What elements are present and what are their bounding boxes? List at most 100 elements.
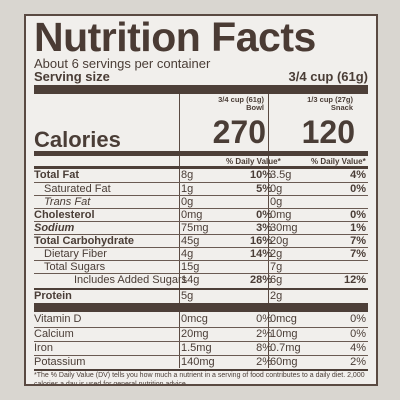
divider-dv bbox=[34, 166, 368, 169]
amount-col2: 3.5g bbox=[270, 169, 292, 181]
calories-col2: 120 bbox=[301, 114, 355, 150]
amount-col1: 15g bbox=[181, 261, 200, 273]
dv-col1: 14% bbox=[249, 248, 272, 260]
row-potassium: Potassium 140mg 2% 60mg 2% bbox=[34, 355, 368, 369]
row-trans-fat: Trans Fat 0g 0g bbox=[34, 195, 368, 209]
dv-col2: 12% bbox=[343, 274, 366, 286]
row-protein: Protein 5g 2g bbox=[34, 288, 368, 303]
amount-col2: 20g bbox=[270, 235, 289, 247]
amount-col2: 0.7mg bbox=[270, 342, 301, 354]
amount-col2: 60mg bbox=[270, 356, 298, 368]
column-divider-2 bbox=[268, 94, 269, 368]
divider-footnote bbox=[34, 369, 368, 371]
dv-col2: 0% bbox=[350, 313, 366, 325]
dv-col2: 2% bbox=[350, 356, 366, 368]
amount-col1: 0mcg bbox=[181, 313, 208, 325]
dv-col2: 0% bbox=[350, 328, 366, 340]
column-divider-1 bbox=[179, 94, 180, 368]
row-iron: Iron 1.5mg 8% 0.7mg 4% bbox=[34, 341, 368, 355]
nutrient-name: Cholesterol bbox=[34, 209, 95, 221]
amount-col1: 1g bbox=[181, 183, 194, 195]
row-cholesterol: Cholesterol 0mg 0% 0mg 0% bbox=[34, 208, 368, 222]
dv-col1: 2% bbox=[256, 356, 272, 368]
row-total-fat: Total Fat 8g 10% 3.5g 4% bbox=[34, 169, 368, 182]
amount-col1: 45g bbox=[181, 235, 200, 247]
row-saturated-fat: Saturated Fat 1g 5% 0g 0% bbox=[34, 182, 368, 196]
amount-col1: 5g bbox=[181, 290, 194, 302]
dv-header-col2: % Daily Value* bbox=[311, 157, 366, 166]
col1-header-size: 3/4 cup (61g) bbox=[218, 95, 264, 104]
row-total-sugars: Total Sugars 15g 7g bbox=[34, 260, 368, 274]
col2-header-name: Snack bbox=[330, 103, 353, 112]
amount-col1: 8g bbox=[181, 169, 194, 181]
serving-size-label: Serving size bbox=[34, 69, 110, 84]
serving-size-value: 3/4 cup (61g) bbox=[288, 69, 368, 84]
nutrient-name: Vitamin D bbox=[34, 313, 82, 325]
divider-thick-top bbox=[34, 85, 368, 94]
amount-col1: 75mg bbox=[181, 222, 209, 234]
nutrient-name: Saturated Fat bbox=[44, 183, 111, 195]
amount-col1: 140mg bbox=[181, 356, 215, 368]
row-dietary-fiber: Dietary Fiber 4g 14% 2g 7% bbox=[34, 247, 368, 261]
amount-col2: 30mg bbox=[270, 222, 298, 234]
row-sodium: Sodium 75mg 3% 30mg 1% bbox=[34, 221, 368, 235]
dv-col2: 0% bbox=[350, 209, 366, 221]
nutrient-name: Protein bbox=[34, 290, 72, 302]
nutrient-name: Iron bbox=[34, 342, 53, 354]
nutrient-name: Total Carbohydrate bbox=[34, 235, 135, 247]
dv-col1: 5% bbox=[256, 183, 272, 195]
dv-col1: 16% bbox=[249, 235, 272, 247]
amount-col2: 2g bbox=[270, 290, 283, 302]
nutrient-name: Sodium bbox=[34, 222, 75, 234]
footnote: *The % Daily Value (DV) tells you how mu… bbox=[34, 372, 365, 386]
amount-col2: 0g bbox=[270, 183, 283, 195]
nutrient-name: Calcium bbox=[34, 328, 74, 340]
row-added-sugars: Includes Added Sugars 14g 28% 6g 12% bbox=[34, 273, 368, 287]
divider-thick-vitamins bbox=[34, 303, 368, 312]
row-total-carbohydrate: Total Carbohydrate 45g 16% 20g 7% bbox=[34, 234, 368, 248]
dv-col2: 0% bbox=[350, 183, 366, 195]
nutrition-facts-label: Nutrition Facts About 6 servings per con… bbox=[24, 14, 378, 386]
amount-col1: 20mg bbox=[181, 328, 209, 340]
row-vitamin-d: Vitamin D 0mcg 0% 0mcg 0% bbox=[34, 313, 368, 326]
nutrient-name: Total Sugars bbox=[44, 261, 106, 273]
col2-header: 1/3 cup (27g) Snack bbox=[271, 96, 353, 112]
row-calcium: Calcium 20mg 2% 10mg 0% bbox=[34, 327, 368, 341]
amount-col2: 6g bbox=[270, 274, 283, 286]
nutrient-name: Trans Fat bbox=[44, 196, 91, 208]
servings-per-container: About 6 servings per container bbox=[34, 56, 211, 71]
amount-col2: 10mg bbox=[270, 328, 298, 340]
dv-header-col1: % Daily Value* bbox=[226, 157, 281, 166]
amount-col1: 4g bbox=[181, 248, 194, 260]
dv-col2: 7% bbox=[350, 235, 366, 247]
dv-col1: 3% bbox=[256, 222, 272, 234]
col2-header-size: 1/3 cup (27g) bbox=[307, 95, 353, 104]
amount-col2: 0g bbox=[270, 196, 283, 208]
nutrient-name: Total Fat bbox=[34, 169, 80, 181]
amount-col2: 7g bbox=[270, 261, 283, 273]
amount-col2: 0mg bbox=[270, 209, 292, 221]
dv-col2: 4% bbox=[350, 169, 366, 181]
dv-col2: 7% bbox=[350, 248, 366, 260]
dv-col1: 0% bbox=[256, 209, 272, 221]
amount-col1: 1.5mg bbox=[181, 342, 212, 354]
dv-col1: 10% bbox=[249, 169, 272, 181]
dv-col2: 1% bbox=[350, 222, 366, 234]
calories-label: Calories bbox=[34, 127, 121, 152]
label-title: Nutrition Facts bbox=[34, 14, 316, 60]
nutrient-name: Dietary Fiber bbox=[44, 248, 107, 260]
dv-col1: 8% bbox=[256, 342, 272, 354]
amount-col1: 14g bbox=[181, 274, 200, 286]
amount-col1: 0g bbox=[181, 196, 194, 208]
amount-col2: 2g bbox=[270, 248, 283, 260]
nutrient-name: Potassium bbox=[34, 356, 86, 368]
amount-col1: 0mg bbox=[181, 209, 203, 221]
col1-header: 3/4 cup (61g) Bowl bbox=[182, 96, 264, 112]
calories-col1: 270 bbox=[212, 114, 266, 150]
amount-col2: 0mcg bbox=[270, 313, 297, 325]
dv-col1: 2% bbox=[256, 328, 272, 340]
dv-col2: 4% bbox=[350, 342, 366, 354]
dv-col1: 0% bbox=[256, 313, 272, 325]
dv-col1: 28% bbox=[249, 274, 272, 286]
col1-header-name: Bowl bbox=[246, 103, 264, 112]
